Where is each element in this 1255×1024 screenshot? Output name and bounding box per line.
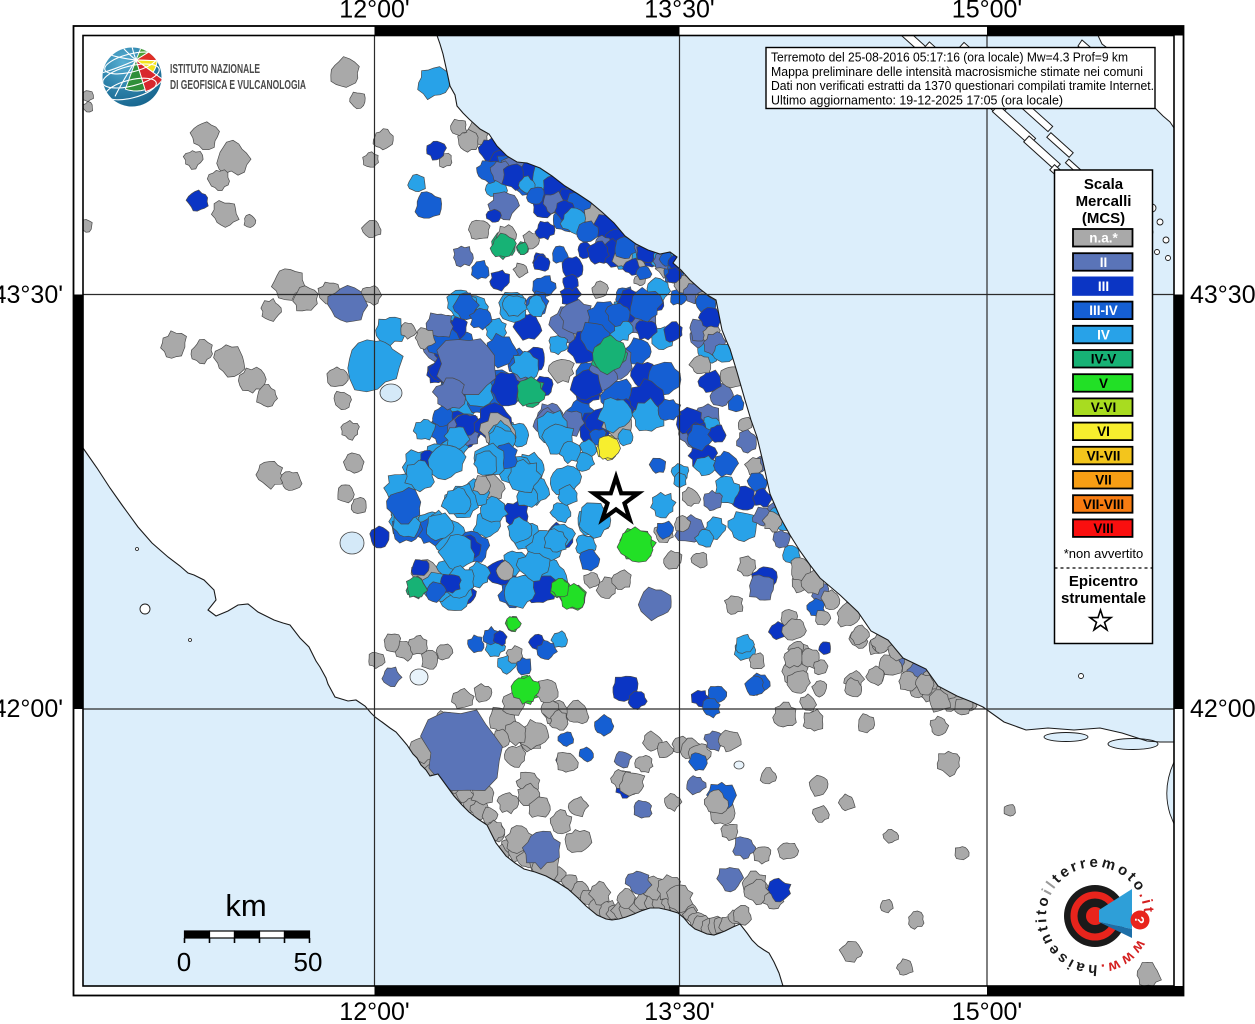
svg-text:VI: VI	[1097, 424, 1110, 439]
svg-text:Scala: Scala	[1084, 176, 1124, 193]
svg-text:12°00': 12°00'	[339, 998, 409, 1024]
svg-text:15°00': 15°00'	[952, 0, 1022, 24]
svg-text:VII: VII	[1095, 473, 1112, 488]
svg-text:Dati non verificati estratti d: Dati non verificati estratti da 1370 que…	[771, 79, 1154, 93]
svg-text:V-VI: V-VI	[1091, 400, 1117, 415]
svg-text:IV: IV	[1097, 327, 1110, 342]
svg-text:Ultimo aggiornamento: 19-12-20: Ultimo aggiornamento: 19-12-2025 17:05 (…	[771, 93, 1063, 107]
svg-text:Terremoto del 25-08-2016 05:17: Terremoto del 25-08-2016 05:17:16 (ora l…	[771, 51, 1128, 65]
svg-text:42°00': 42°00'	[1190, 695, 1255, 723]
svg-text:12°00': 12°00'	[339, 0, 409, 24]
svg-text:13°30': 13°30'	[644, 998, 714, 1024]
svg-text:Mappa preliminare delle intens: Mappa preliminare delle intensità macros…	[771, 65, 1143, 79]
svg-text:V: V	[1099, 376, 1108, 391]
svg-text:III: III	[1098, 279, 1109, 294]
svg-text:strumentale: strumentale	[1061, 590, 1146, 607]
svg-text:13°30': 13°30'	[644, 0, 714, 24]
svg-text:IV-V: IV-V	[1091, 352, 1117, 367]
svg-text:*non avvertito: *non avvertito	[1064, 546, 1144, 561]
svg-text:ISTITUTO NAZIONALE: ISTITUTO NAZIONALE	[170, 61, 260, 76]
svg-text:Mercalli: Mercalli	[1076, 193, 1132, 210]
svg-text:Epicentro: Epicentro	[1069, 573, 1138, 590]
svg-text:0: 0	[177, 947, 191, 977]
svg-text:?: ?	[1132, 916, 1147, 924]
svg-text:42°00': 42°00'	[0, 695, 63, 723]
svg-text:VI-VII: VI-VII	[1087, 448, 1121, 463]
svg-text:III-IV: III-IV	[1089, 303, 1118, 318]
svg-text:n.a.*: n.a.*	[1089, 231, 1118, 246]
svg-text:(MCS): (MCS)	[1082, 210, 1125, 227]
svg-text:II: II	[1100, 255, 1108, 270]
svg-text:DI GEOFISICA E VULCANOLOGIA: DI GEOFISICA E VULCANOLOGIA	[170, 77, 306, 92]
svg-text:VII-VIII: VII-VIII	[1083, 497, 1124, 512]
svg-text:VIII: VIII	[1093, 521, 1113, 536]
svg-text:43°30': 43°30'	[0, 281, 63, 309]
svg-text:km: km	[225, 888, 266, 923]
svg-text:50: 50	[294, 947, 323, 977]
svg-text:15°00': 15°00'	[952, 998, 1022, 1024]
svg-text:43°30': 43°30'	[1190, 281, 1255, 309]
